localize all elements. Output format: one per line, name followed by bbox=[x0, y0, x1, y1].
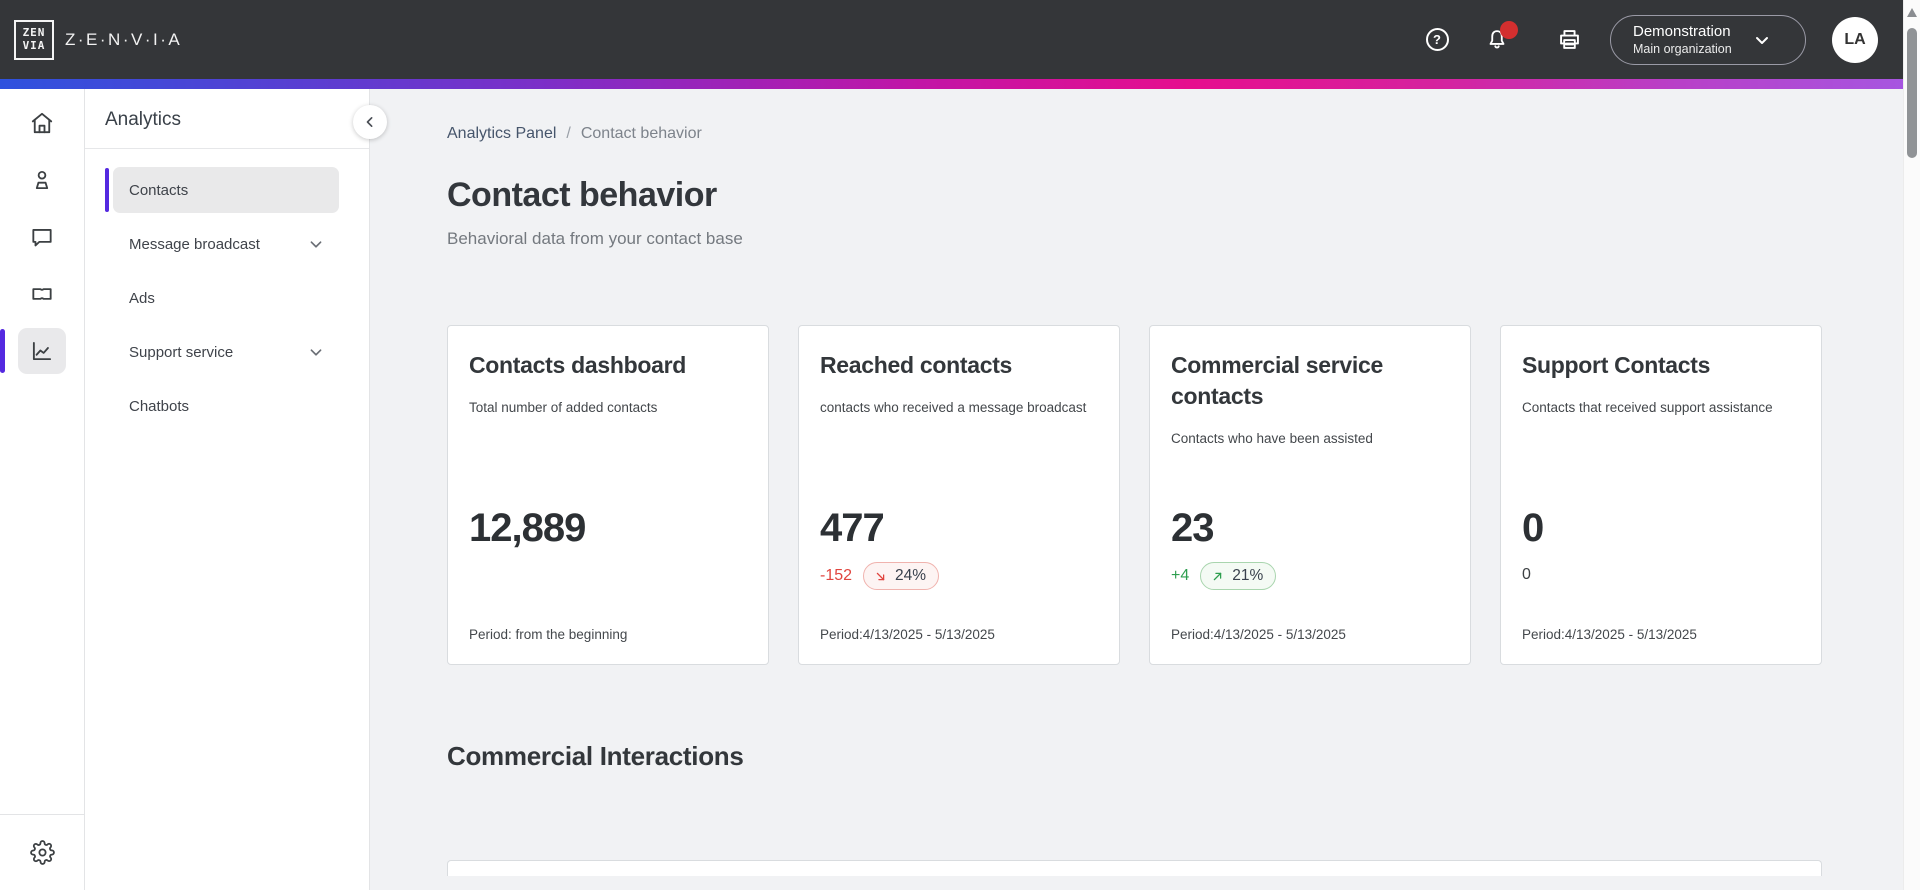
ticket-icon bbox=[32, 288, 52, 300]
card-delta-row: +4 21% bbox=[1171, 562, 1277, 590]
zenvia-wordmark: Z·E·N·V·I·A bbox=[65, 29, 183, 49]
organization-switcher[interactable]: Demonstration Main organization bbox=[1610, 14, 1806, 65]
card-value: 0 bbox=[1522, 506, 1544, 550]
chart-icon bbox=[32, 341, 52, 361]
card-title: Commercial service contacts bbox=[1171, 352, 1383, 409]
main-nav-rail bbox=[0, 89, 85, 890]
active-indicator bbox=[0, 329, 5, 373]
chevron-down-icon bbox=[310, 349, 322, 356]
help-icon: ? bbox=[1425, 28, 1449, 51]
zenvia-brand[interactable]: ZEN VIA Z·E·N·V·I·A bbox=[14, 19, 183, 60]
scrollbar-thumb[interactable] bbox=[1907, 28, 1917, 158]
breadcrumb-analytics-panel[interactable]: Analytics Panel bbox=[447, 125, 557, 142]
card-commercial-service-contacts: Commercial service contacts Contacts who… bbox=[1149, 325, 1471, 665]
print-button[interactable] bbox=[1554, 25, 1584, 55]
sidebar-item-ads[interactable]: Ads bbox=[113, 275, 339, 321]
zenvia-logo-icon: ZEN VIA bbox=[14, 19, 54, 60]
card-value: 23 bbox=[1171, 506, 1214, 550]
sidebar-item-label: Ads bbox=[129, 289, 155, 307]
sidebar-item-message-broadcast[interactable]: Message broadcast bbox=[113, 221, 339, 267]
chevron-down-icon bbox=[1755, 36, 1768, 44]
sidebar-item-label: Contacts bbox=[129, 181, 189, 199]
logo-text-bottom: VIA bbox=[22, 39, 46, 52]
card-delta-row: -152 24% bbox=[820, 562, 940, 590]
notification-badge bbox=[1500, 20, 1518, 39]
sidebar-item-support-service[interactable]: Support service bbox=[113, 329, 339, 375]
help-button[interactable]: ? bbox=[1422, 25, 1452, 55]
sidebar-item-label: Message broadcast bbox=[129, 235, 260, 253]
sidebar-item-label: Support service bbox=[129, 343, 234, 361]
organization-detail: Main organization bbox=[1633, 42, 1732, 56]
trend-up-icon bbox=[1214, 572, 1222, 580]
main-content: Analytics Panel / Contact behavior Conta… bbox=[370, 89, 1903, 890]
commercial-interactions-card-top bbox=[447, 860, 1822, 876]
chevron-left-icon bbox=[366, 117, 373, 127]
rail-item-messages[interactable] bbox=[18, 214, 66, 260]
sidebar-item-chatbots[interactable]: Chatbots bbox=[113, 383, 339, 429]
active-indicator bbox=[105, 168, 109, 212]
card-title: Contacts dashboard bbox=[469, 352, 686, 378]
trend-down-icon bbox=[876, 572, 885, 580]
organization-name: Demonstration bbox=[1633, 23, 1731, 40]
card-period: Period: from the beginning bbox=[469, 627, 628, 642]
rail-item-contacts[interactable] bbox=[18, 157, 66, 203]
sidebar-item-label: Chatbots bbox=[129, 397, 190, 415]
gear-icon bbox=[29, 840, 55, 865]
card-period: Period:4/13/2025 - 5/13/2025 bbox=[820, 627, 995, 642]
breadcrumb: Analytics Panel / Contact behavior bbox=[447, 125, 1903, 143]
sidebar-item-contacts[interactable]: Contacts bbox=[105, 167, 339, 213]
breadcrumb-separator: / bbox=[566, 125, 571, 142]
scrollbar-up-arrow[interactable] bbox=[1907, 8, 1917, 17]
card-contacts-dashboard: Contacts dashboard Total number of added… bbox=[447, 325, 769, 665]
percent-value: 21% bbox=[1232, 567, 1264, 584]
card-support-contacts: Support Contacts Contacts that received … bbox=[1500, 325, 1822, 665]
card-period: Period:4/13/2025 - 5/13/2025 bbox=[1171, 627, 1346, 642]
chevron-down-icon bbox=[310, 241, 322, 248]
person-icon bbox=[35, 170, 49, 190]
kpi-cards-row: Contacts dashboard Total number of added… bbox=[447, 325, 1903, 665]
delta-value: -152 bbox=[820, 567, 853, 584]
printer-icon bbox=[1559, 30, 1579, 49]
sidebar-title: Analytics bbox=[105, 109, 182, 130]
collapse-sidebar-button[interactable] bbox=[353, 105, 387, 139]
notifications-button[interactable] bbox=[1482, 20, 1518, 55]
card-reached-contacts: Reached contacts contacts who received a… bbox=[798, 325, 1120, 665]
card-description: Total number of added contacts bbox=[469, 400, 658, 415]
percent-value: 24% bbox=[895, 567, 927, 584]
user-avatar[interactable]: LA bbox=[1832, 16, 1878, 63]
page-title: Contact behavior bbox=[447, 176, 717, 214]
rail-item-tickets[interactable] bbox=[18, 271, 66, 317]
rail-bottom-section bbox=[0, 814, 84, 890]
sidebar-nav: Contacts Message broadcast Ads Support s… bbox=[85, 149, 369, 429]
topbar-actions: ? Demonstration Ma bbox=[1392, 14, 1878, 65]
card-value: 12,889 bbox=[469, 506, 586, 550]
chat-bubble-icon bbox=[32, 229, 52, 247]
rail-item-settings[interactable] bbox=[18, 830, 66, 876]
page-scrollbar[interactable] bbox=[1903, 0, 1920, 890]
analytics-sidebar: Analytics Contacts Message broadcast Ads… bbox=[85, 89, 370, 890]
delta-value: 0 bbox=[1522, 566, 1531, 583]
card-value: 477 bbox=[820, 506, 885, 550]
trend-badge-positive: 21% bbox=[1200, 562, 1277, 590]
card-title: Reached contacts bbox=[820, 352, 1013, 378]
breadcrumb-current: Contact behavior bbox=[580, 125, 702, 142]
top-bar: ZEN VIA Z·E·N·V·I·A ? bbox=[0, 0, 1920, 79]
sidebar-divider bbox=[85, 148, 369, 149]
card-title: Support Contacts bbox=[1522, 352, 1711, 378]
card-description: Contacts who have been assisted bbox=[1171, 431, 1373, 446]
organization-info: Demonstration Main organization bbox=[1633, 22, 1732, 57]
section-title-commercial-interactions: Commercial Interactions bbox=[447, 741, 744, 771]
home-icon bbox=[31, 112, 53, 134]
card-description: contacts who received a message broadcas… bbox=[820, 400, 1087, 415]
brand-gradient-bar bbox=[0, 79, 1920, 89]
rail-item-analytics[interactable] bbox=[0, 328, 66, 374]
logo-text-top: ZEN bbox=[22, 26, 46, 39]
trend-badge-negative: 24% bbox=[863, 562, 940, 590]
delta-value: +4 bbox=[1171, 567, 1190, 584]
card-description: Contacts that received support assistanc… bbox=[1522, 400, 1773, 415]
card-period: Period:4/13/2025 - 5/13/2025 bbox=[1522, 627, 1697, 642]
rail-item-home[interactable] bbox=[18, 100, 66, 146]
page-subtitle: Behavioral data from your contact base bbox=[447, 229, 743, 248]
